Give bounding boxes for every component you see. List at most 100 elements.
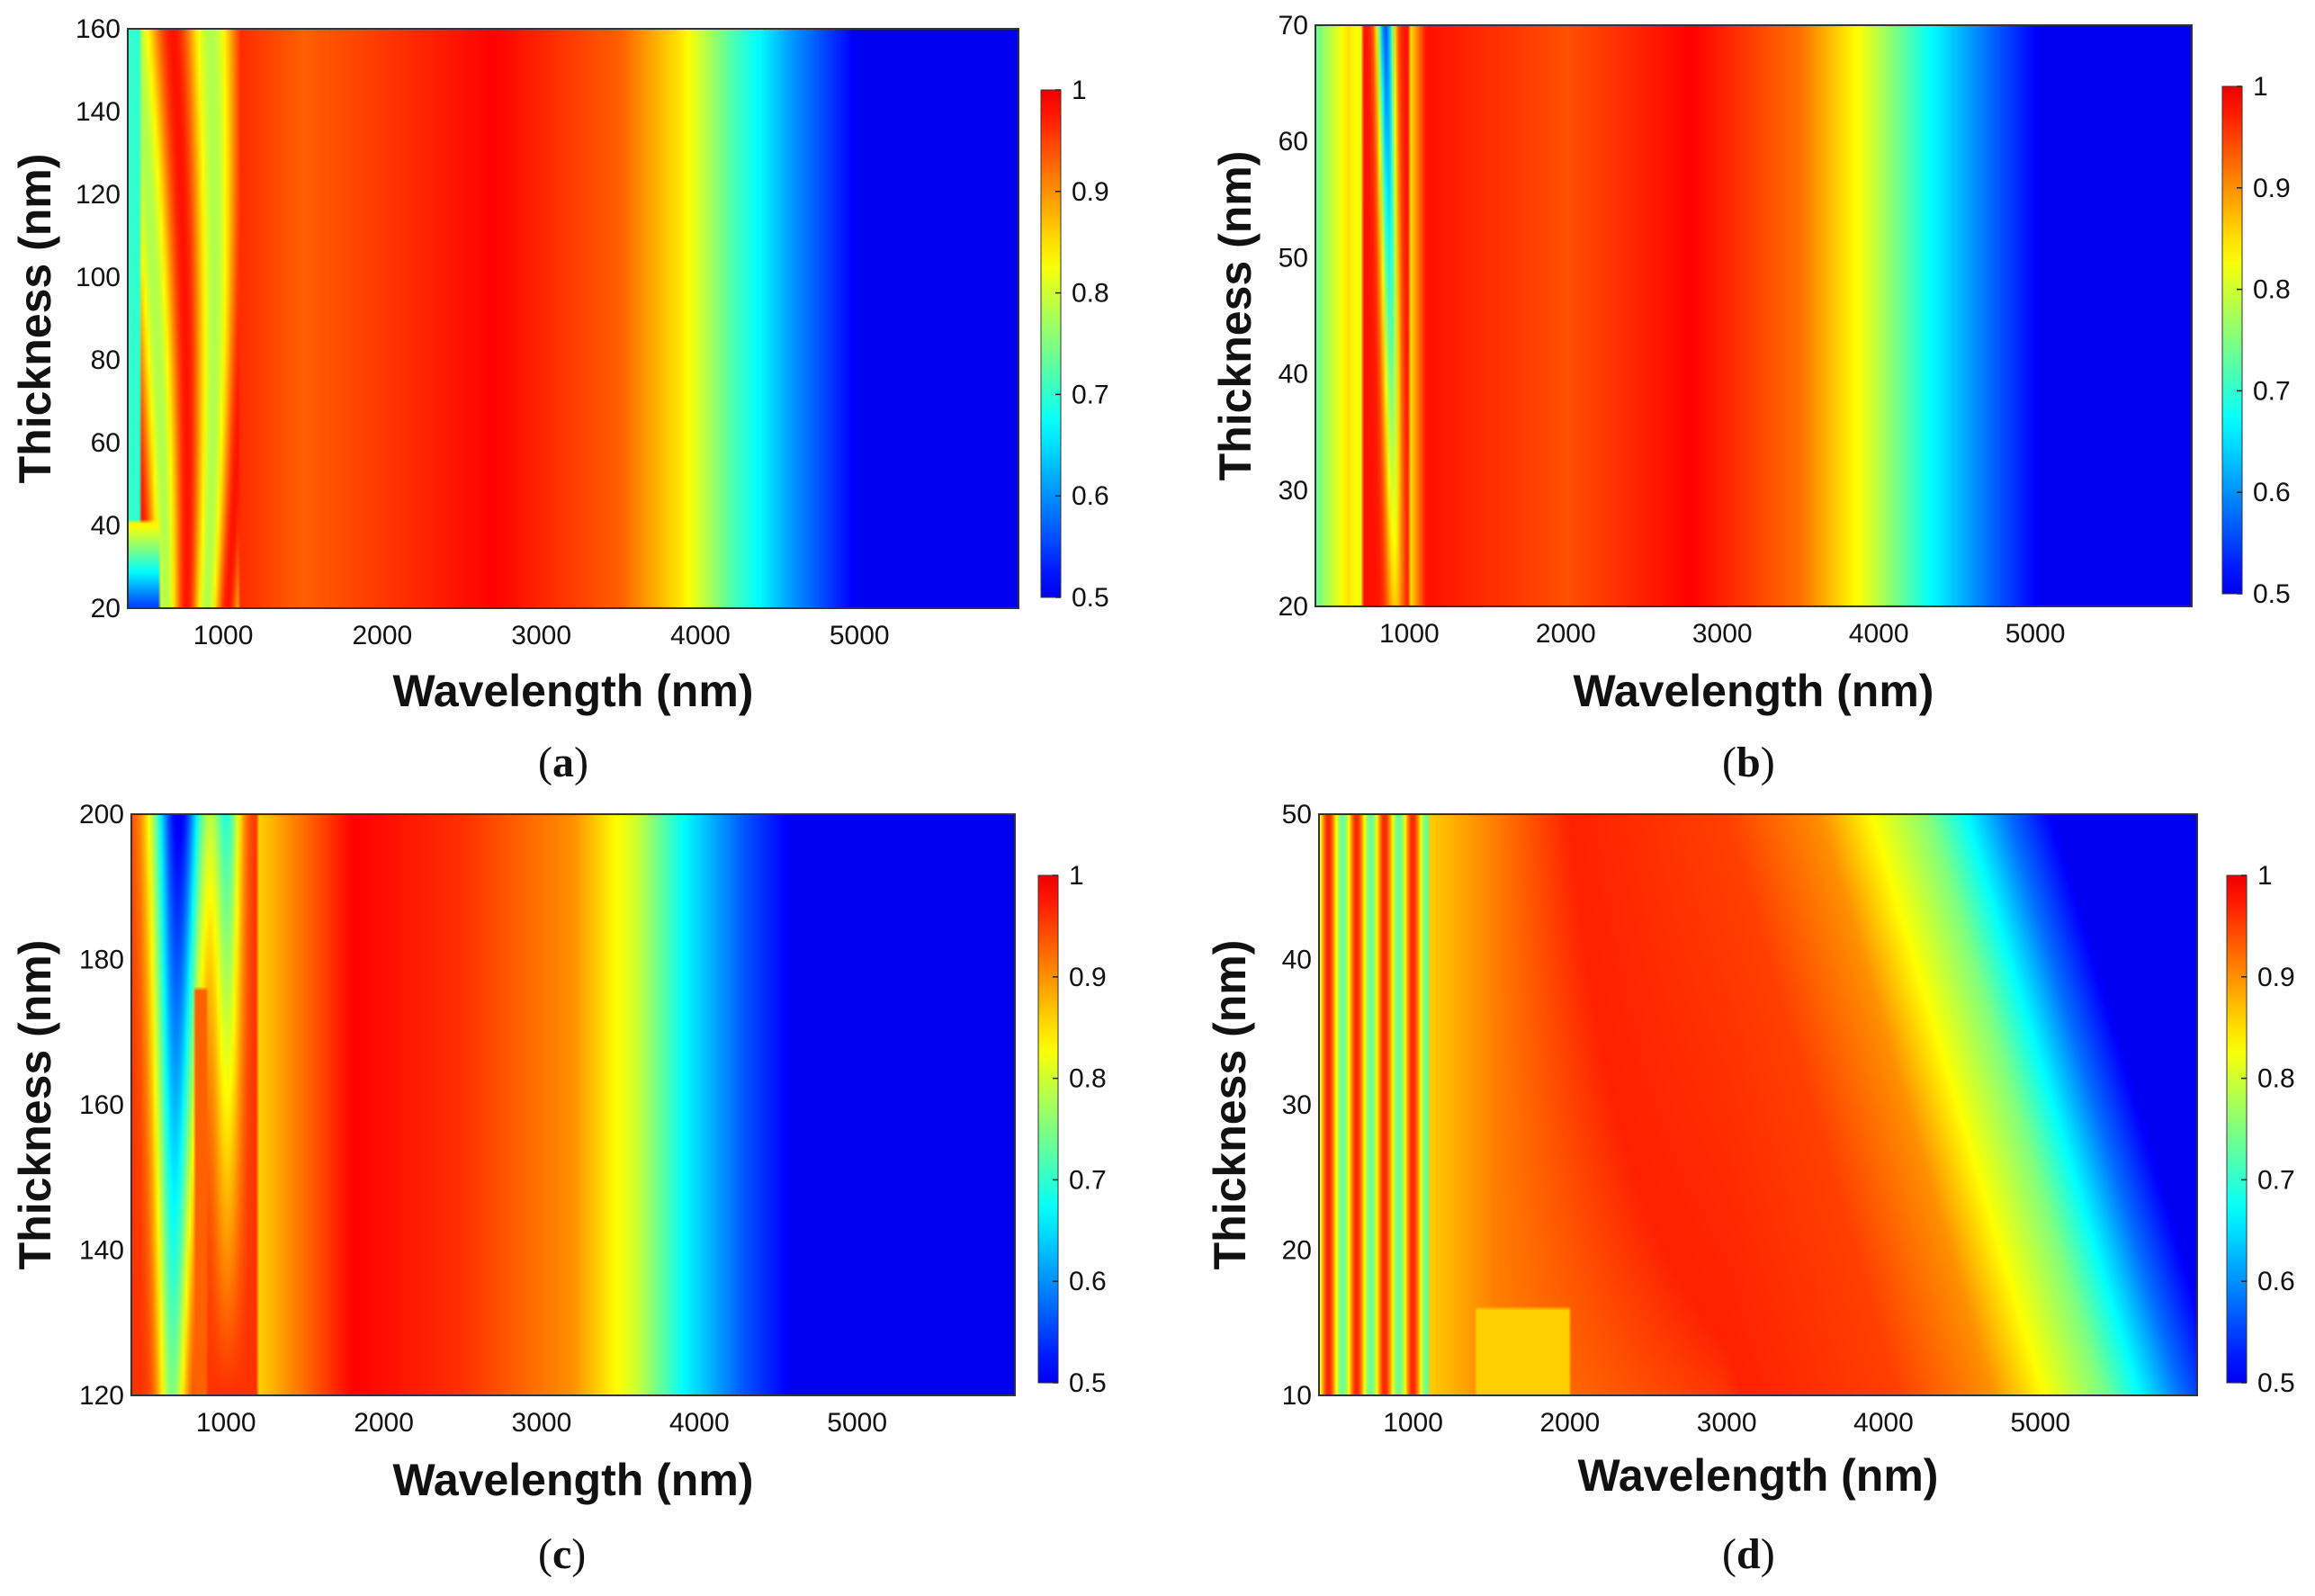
y-tick-labels-d: 10 20 30 40 50 — [1282, 800, 1312, 1411]
x-axis-label-c: Wavelength (nm) — [393, 1455, 754, 1505]
y-axis-label-a: Thickness (nm) — [10, 154, 60, 484]
colorbar-tick-label: 0.7 — [2257, 1165, 2295, 1195]
y-tick-label: 30 — [1282, 1090, 1312, 1120]
x-tick-label: 1000 — [196, 1408, 256, 1438]
colorbar-ticks-d: 0.5 0.6 0.7 0.8 0.9 1 — [2241, 861, 2295, 1398]
caption-d: (d) — [1722, 1530, 1775, 1578]
y-tick-label: 120 — [79, 1381, 124, 1411]
colorbar-tick-label: 0.8 — [1072, 279, 1109, 309]
colorbar-tick-label: 0.5 — [2257, 1368, 2295, 1398]
y-tick-label: 40 — [91, 511, 121, 541]
y-tick-label: 200 — [79, 800, 124, 829]
colorbar-tick-label: 0.8 — [2257, 1064, 2295, 1094]
x-tick-labels-b: 1000 2000 3000 4000 5000 — [1379, 619, 2065, 649]
y-axis-label-d: Thickness (nm) — [1205, 940, 1255, 1270]
y-tick-label: 160 — [76, 14, 121, 44]
y-tick-labels-b: 20 30 40 50 60 70 — [1279, 11, 1308, 622]
y-tick-label: 40 — [1279, 360, 1308, 390]
colorbar-tick-label: 0.8 — [2253, 275, 2291, 305]
colorbar-tick-label: 0.6 — [2257, 1267, 2295, 1296]
y-tick-labels-a: 20 40 60 80 100 120 140 160 — [76, 14, 121, 623]
x-tick-labels-c: 1000 2000 3000 4000 5000 — [196, 1408, 887, 1438]
y-tick-label: 20 — [91, 594, 121, 623]
colorbar-tick-label: 0.5 — [1072, 583, 1109, 613]
x-axis-label-a: Wavelength (nm) — [393, 666, 754, 716]
x-tick-label: 4000 — [1853, 1408, 1914, 1438]
y-tick-label: 70 — [1279, 11, 1308, 40]
y-tick-label: 120 — [76, 180, 121, 210]
colorbar-ticks-a: 0.5 0.6 0.7 0.8 0.9 1 — [1055, 76, 1109, 613]
plot-frame-c — [130, 813, 1016, 1396]
colorbar-tick-label: 0.9 — [1069, 963, 1107, 992]
x-tick-label: 3000 — [1697, 1408, 1757, 1438]
colorbar-tick-label: 0.7 — [1072, 380, 1109, 409]
y-tick-label: 40 — [1282, 946, 1312, 975]
heatmap-c — [131, 814, 1015, 1395]
x-tick-labels-d: 1000 2000 3000 4000 5000 — [1383, 1408, 2070, 1438]
caption-c: (c) — [538, 1530, 587, 1578]
plot-frame-b — [1315, 24, 2193, 607]
colorbar-tick-label: 1 — [1072, 76, 1087, 105]
panel-c: 1000 2000 3000 4000 5000 120 140 160 180 200 Wav… — [10, 800, 1107, 1505]
y-tick-label: 20 — [1282, 1236, 1312, 1266]
caption-a: (a) — [538, 739, 588, 786]
y-tick-label: 140 — [79, 1236, 124, 1266]
colorbar-tick-label: 0.7 — [2253, 376, 2291, 406]
x-tick-label: 2000 — [1539, 1408, 1600, 1438]
y-tick-label: 60 — [1279, 127, 1308, 157]
y-tick-label: 140 — [76, 97, 121, 127]
colorbar-tick-label: 0.5 — [1069, 1368, 1107, 1398]
panel-a: 1000 2000 3000 4000 5000 20 40 60 80 100 120 140 16… — [10, 14, 1109, 716]
colorbar-tick-label: 1 — [1069, 861, 1084, 891]
heatmap-d — [1319, 814, 2197, 1395]
x-tick-label: 1000 — [1383, 1408, 1443, 1438]
colorbar-d — [2226, 874, 2248, 1384]
x-tick-label: 3000 — [511, 621, 571, 650]
x-tick-label: 4000 — [669, 1408, 730, 1438]
colorbar-tick-label: 0.9 — [1072, 177, 1109, 207]
x-axis-label-b: Wavelength (nm) — [1574, 666, 1934, 716]
colorbar-tick-label: 0.6 — [1072, 481, 1109, 511]
y-tick-label: 80 — [91, 345, 121, 375]
colorbar-tick-label: 1 — [2257, 861, 2273, 891]
colorbar-c — [1037, 874, 1059, 1384]
x-tick-labels-a: 1000 2000 3000 4000 5000 — [193, 621, 890, 650]
y-axis-label-c: Thickness (nm) — [10, 940, 60, 1270]
colorbar-ticks-c: 0.5 0.6 0.7 0.8 0.9 1 — [1053, 861, 1107, 1398]
colorbar-tick-label: 0.9 — [2257, 963, 2295, 992]
colorbar-tick-label: 0.7 — [1069, 1165, 1107, 1195]
colorbar-ticks-b: 0.5 0.6 0.7 0.8 0.9 1 — [2237, 72, 2291, 609]
plot-frame-d — [1318, 813, 2198, 1396]
colorbar-a — [1040, 89, 1062, 598]
y-tick-label: 50 — [1282, 800, 1312, 829]
y-tick-label: 60 — [91, 428, 121, 458]
colorbar-tick-label: 0.6 — [2253, 478, 2291, 507]
y-tick-label: 20 — [1279, 592, 1308, 622]
x-tick-label: 2000 — [352, 621, 412, 650]
x-tick-label: 2000 — [354, 1408, 414, 1438]
x-tick-label: 5000 — [830, 621, 890, 650]
colorbar-tick-label: 0.8 — [1069, 1064, 1107, 1094]
colorbar-tick-label: 0.6 — [1069, 1267, 1107, 1296]
panel-d: 1000 2000 3000 4000 5000 10 20 30 40 50 Waveleng… — [1205, 800, 2295, 1501]
y-tick-label: 30 — [1279, 476, 1308, 506]
caption-b: (b) — [1722, 739, 1775, 786]
x-tick-label: 4000 — [1849, 619, 1909, 649]
y-tick-label: 180 — [79, 946, 124, 975]
x-tick-label: 3000 — [512, 1408, 572, 1438]
x-tick-label: 1000 — [1379, 619, 1440, 649]
x-tick-label: 5000 — [2010, 1408, 2070, 1438]
colorbar-tick-label: 0.9 — [2253, 174, 2291, 203]
colorbar-tick-label: 1 — [2253, 72, 2268, 102]
panel-b: 1000 2000 3000 4000 5000 20 30 40 50 60 70 Wavele… — [1210, 11, 2291, 716]
plot-frame-a — [127, 28, 1019, 609]
x-tick-label: 1000 — [193, 621, 254, 650]
y-tick-label: 10 — [1282, 1381, 1312, 1411]
heatmap-b — [1315, 25, 2192, 606]
x-tick-label: 5000 — [827, 1408, 887, 1438]
y-tick-label: 100 — [76, 263, 121, 292]
heatmap-a — [128, 29, 1018, 608]
x-tick-label: 5000 — [2005, 619, 2066, 649]
x-axis-label-d: Wavelength (nm) — [1578, 1450, 1939, 1501]
y-tick-label: 50 — [1279, 243, 1308, 273]
